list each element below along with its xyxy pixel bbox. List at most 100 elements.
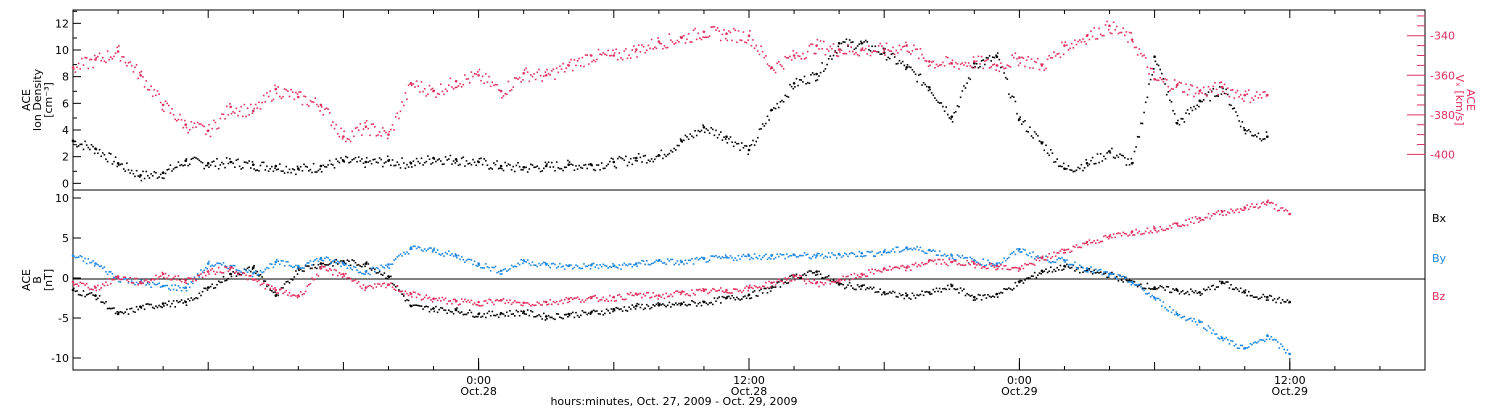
density-point [911, 69, 914, 71]
vx-point [802, 52, 804, 55]
bz-point [637, 293, 640, 295]
bx-point [82, 290, 85, 292]
bx-point [332, 265, 334, 267]
density-point [966, 82, 968, 84]
by-point-point [1153, 296, 1156, 300]
by-point [1164, 306, 1166, 309]
vx-point [1169, 89, 1171, 92]
vx-point [839, 51, 841, 53]
bx-point-point [454, 308, 458, 312]
bx-point [718, 296, 720, 298]
bz-point [1286, 210, 1289, 212]
bx-point [547, 314, 550, 317]
vx-point [687, 33, 690, 35]
density-point [826, 63, 828, 66]
vx-point [578, 57, 580, 60]
density-point-point [747, 148, 751, 152]
bx-point [287, 280, 289, 283]
vx-point [234, 112, 236, 114]
density-point [89, 148, 91, 151]
by-point [543, 261, 545, 264]
vx-point [93, 54, 96, 57]
bx-point [145, 303, 147, 305]
bx-point [712, 303, 714, 306]
density-point-point [1108, 150, 1111, 153]
bz-point [930, 259, 933, 262]
bx-point [568, 314, 571, 317]
density-point [866, 41, 869, 43]
vx-point [271, 100, 273, 102]
bz-point [338, 272, 341, 274]
vx-point [283, 88, 286, 90]
bx-point [887, 292, 889, 295]
bz-point [1079, 246, 1081, 248]
density-point [1135, 146, 1137, 148]
bz-point-point [342, 272, 345, 276]
by-point-point [454, 254, 458, 257]
density-point [280, 170, 283, 172]
vx-point [525, 67, 527, 70]
bz-point [1169, 224, 1171, 227]
bz-point [515, 301, 518, 304]
by-point [378, 269, 381, 272]
bz-point [969, 263, 972, 266]
density-point [695, 134, 698, 137]
density-point-point [1153, 55, 1156, 58]
density-point [631, 163, 634, 166]
by-point [1148, 292, 1150, 294]
bz-point [913, 263, 915, 266]
density-point-point [680, 139, 683, 142]
bz-point [301, 293, 304, 296]
density-point [1228, 103, 1231, 106]
bx-point [834, 280, 836, 283]
density-point [287, 171, 289, 174]
density-point [419, 162, 421, 165]
bx-point [1082, 271, 1084, 274]
bx-point [425, 305, 428, 308]
bz-point [905, 269, 907, 272]
bx-point [768, 287, 770, 290]
vx-point [1144, 57, 1147, 59]
density-point [1141, 122, 1144, 125]
bz-point [681, 290, 683, 292]
density-point [377, 161, 379, 164]
vx-point [610, 54, 613, 57]
bz-point [1217, 210, 1219, 212]
vx-point [1191, 85, 1194, 87]
density-point [431, 162, 434, 164]
bz-point [477, 304, 479, 306]
by-point [945, 255, 947, 257]
density-point [369, 160, 371, 162]
bz-point [528, 303, 531, 306]
bz-point [789, 280, 791, 282]
bx-point [563, 313, 566, 316]
bz-point [869, 271, 872, 274]
by-point [921, 250, 923, 252]
bx-point [134, 311, 136, 313]
bz-point [753, 284, 756, 287]
vx-point [703, 36, 706, 39]
vx-point [232, 111, 234, 113]
by-point [248, 269, 250, 272]
bx-point [654, 305, 656, 307]
bx-point [1004, 288, 1007, 290]
vx-point [1233, 97, 1236, 99]
bz-point [881, 271, 883, 273]
vx-point [1260, 97, 1263, 99]
density-point [501, 167, 503, 170]
bx-point [750, 297, 753, 299]
vx-point [361, 134, 363, 136]
vx-point [427, 93, 429, 95]
bx-point-point [635, 304, 638, 308]
density-point [522, 169, 524, 171]
bx-point [393, 284, 395, 286]
vx-point [658, 42, 661, 45]
bz-point [337, 274, 339, 277]
bx-point [217, 280, 220, 283]
vx-point [457, 85, 460, 87]
bx-point [625, 309, 627, 312]
density-point [526, 171, 529, 173]
by-point [472, 263, 474, 266]
bx-point [806, 271, 809, 273]
bx-point [364, 265, 366, 268]
